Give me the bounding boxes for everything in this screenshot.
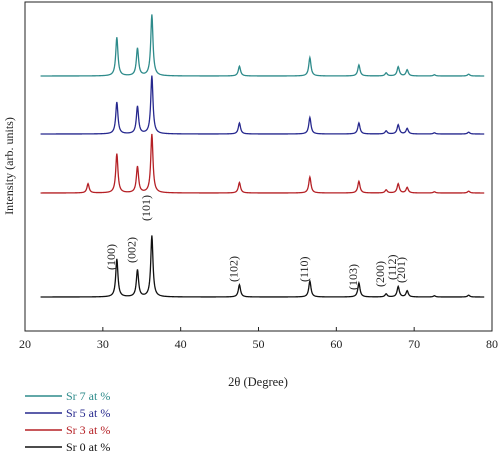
x-tick-label-30: 30 — [97, 337, 109, 351]
plot-frame — [24, 1, 493, 332]
x-axis-label: 2θ (Degree) — [228, 375, 288, 389]
legend-label-0: Sr 7 at % — [66, 389, 110, 403]
series-lines — [40, 14, 485, 298]
peak-annotations: (100) (002) (101) (102) (110) (103) (200)(112)… — [104, 195, 408, 290]
peak-label-1: (002) — [124, 237, 138, 263]
x-tick-label-80: 80 — [486, 337, 498, 351]
peak-label-7: (112) — [385, 254, 399, 280]
x-tick-label-40: 40 — [175, 337, 187, 351]
legend: Sr 7 at % Sr 5 at % Sr 3 at % Sr 0 at % — [25, 389, 110, 454]
x-tick-label-20: 20 — [19, 337, 31, 351]
series-line-0 — [40, 14, 485, 77]
peak-label-3: (102) — [226, 256, 240, 282]
legend-label-2: Sr 3 at % — [66, 423, 110, 437]
peak-label-5: (103) — [346, 264, 360, 290]
x-tick-label-50: 50 — [253, 337, 265, 351]
series-line-3 — [40, 235, 485, 298]
peak-label-2: (101) — [139, 195, 153, 221]
peak-label-8: (201) — [394, 257, 408, 283]
legend-label-3: Sr 0 at % — [66, 440, 110, 454]
x-tick-label-70: 70 — [408, 337, 420, 351]
legend-label-1: Sr 5 at % — [66, 406, 110, 420]
x-axis-tick-labels: 20 30 40 50 60 70 80 — [19, 337, 498, 351]
peak-label-0: (100) — [104, 244, 118, 270]
x-axis-ticks — [24, 327, 493, 331]
peak-label-6: (200) — [373, 261, 387, 287]
x-tick-label-60: 60 — [330, 337, 342, 351]
series-line-2 — [40, 133, 485, 194]
series-line-1 — [40, 75, 485, 135]
peak-label-4: (110) — [297, 256, 311, 282]
y-axis-label: Intensity (arb. units) — [2, 117, 16, 215]
